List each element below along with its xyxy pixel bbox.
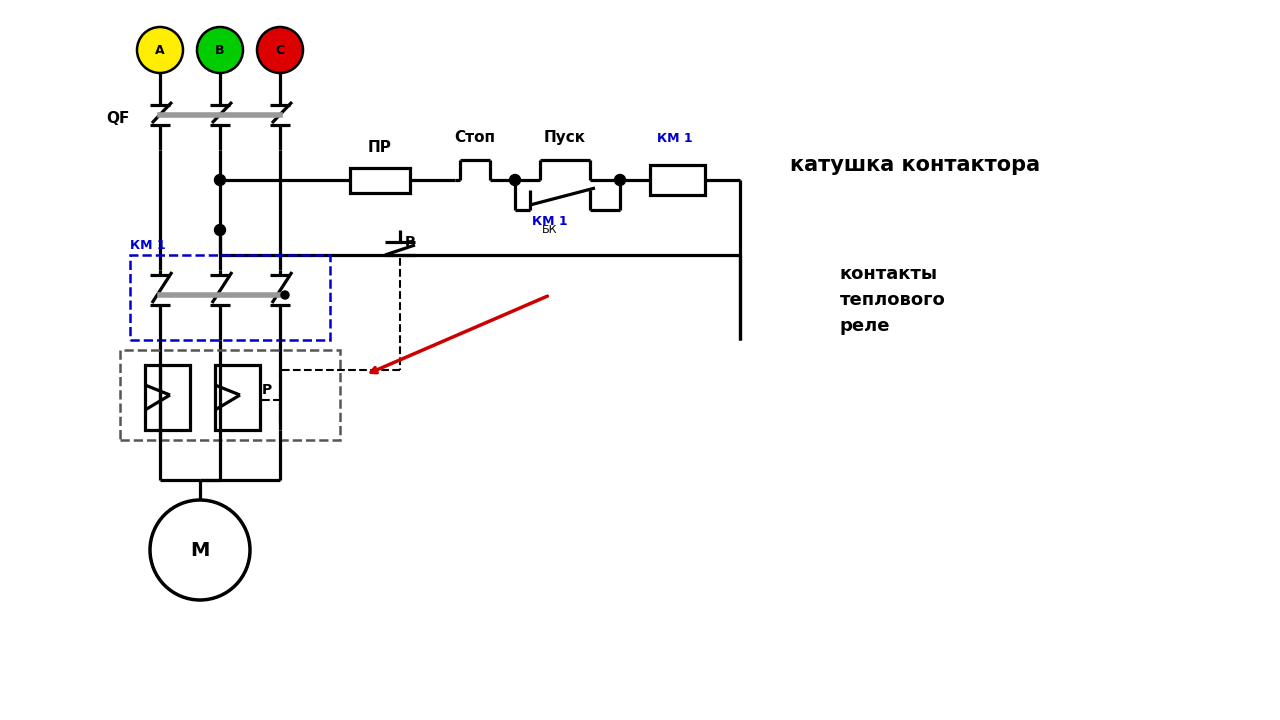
Circle shape <box>215 225 225 235</box>
Circle shape <box>197 27 243 73</box>
Bar <box>650 165 705 195</box>
Text: C: C <box>275 43 284 56</box>
Circle shape <box>509 174 521 186</box>
Bar <box>145 365 189 430</box>
Text: КМ 1: КМ 1 <box>131 239 165 252</box>
Bar <box>215 365 260 430</box>
Text: Р: Р <box>404 235 415 249</box>
Bar <box>349 168 410 192</box>
Text: КМ 1: КМ 1 <box>532 215 568 228</box>
Circle shape <box>614 174 626 186</box>
Text: БК: БК <box>543 225 558 235</box>
Text: Стоп: Стоп <box>454 130 495 145</box>
Text: Пуск: Пуск <box>544 130 586 145</box>
Text: A: A <box>155 43 165 56</box>
Text: КМ 1: КМ 1 <box>657 132 692 145</box>
Text: Р: Р <box>262 383 273 397</box>
Circle shape <box>257 27 303 73</box>
Bar <box>120 350 340 440</box>
Text: контакты
теплового
реле: контакты теплового реле <box>840 265 946 336</box>
Bar <box>131 255 330 340</box>
Text: М: М <box>191 541 210 559</box>
Circle shape <box>282 291 289 299</box>
Text: ПР: ПР <box>369 140 392 155</box>
Text: QF: QF <box>106 110 131 125</box>
Text: катушка контактора: катушка контактора <box>790 155 1041 175</box>
Text: B: B <box>215 43 225 56</box>
Circle shape <box>137 27 183 73</box>
Circle shape <box>215 174 225 186</box>
